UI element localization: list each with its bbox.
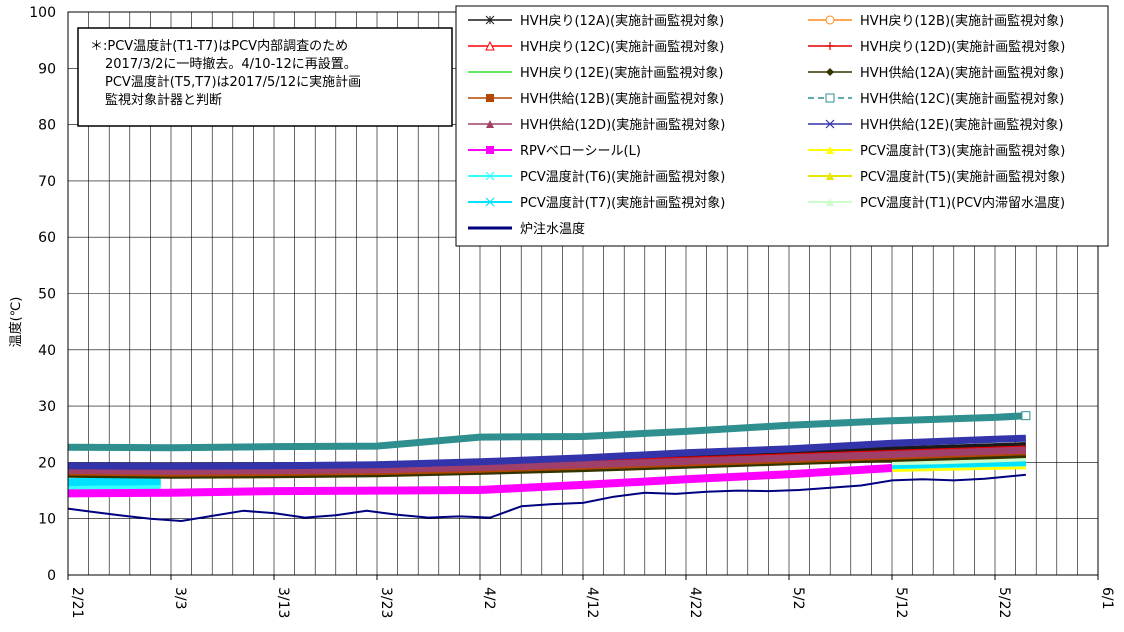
series-7 <box>67 411 1031 452</box>
legend-label: HVH供給(12D)(実施計画監視対象) <box>520 117 725 133</box>
legend-item: 炉注水温度 <box>468 221 585 237</box>
y-tick-label: 60 <box>38 230 56 246</box>
y-tick-label: 70 <box>38 174 56 190</box>
x-tick-label: 6/1 <box>1099 587 1115 610</box>
series-line <box>67 473 1026 522</box>
legend-label: HVH戻り(12E)(実施計画監視対象) <box>520 65 724 81</box>
legend-item: RPVベローシール(L) <box>468 144 641 159</box>
legend-frame <box>455 5 1109 247</box>
legend-label: 炉注水温度 <box>520 221 585 237</box>
legend-label: HVH供給(12B)(実施計画監視対象) <box>520 91 724 107</box>
legend-label: HVH戻り(12D)(実施計画監視対象) <box>860 39 1065 55</box>
legend-item: HVH供給(12A)(実施計画監視対象) <box>808 65 1064 81</box>
y-tick-label: 30 <box>38 399 56 415</box>
series-10 <box>67 464 893 498</box>
legend-swatch-marker <box>485 40 495 51</box>
legend-swatch-marker <box>826 42 834 50</box>
legend-swatch-marker <box>486 146 494 154</box>
legend-label: HVH戻り(12A)(実施計画監視対象) <box>520 13 724 29</box>
x-tick-label: 4/2 <box>481 587 497 610</box>
legend-item: HVH供給(12D)(実施計画監視対象) <box>468 117 725 133</box>
series-line <box>67 434 1027 470</box>
x-tick-label: 3/13 <box>275 587 291 618</box>
series-point <box>1021 411 1031 421</box>
y-tick-label: 40 <box>38 343 56 359</box>
annotation-line: 2017/3/2に一時撤去。4/10-12に再設置。 <box>105 56 357 72</box>
legend-item: HVH戻り(12A)(実施計画監視対象) <box>468 13 724 29</box>
legend-label: HVH戻り(12B)(実施計画監視対象) <box>860 13 1064 29</box>
legend-swatch-marker <box>826 68 834 76</box>
legend-swatch-marker <box>826 172 834 180</box>
series-16 <box>67 473 1026 522</box>
y-tick-label: 0 <box>47 568 56 584</box>
legend-swatch-marker <box>485 15 495 25</box>
legend-item: PCV温度計(T5)(実施計画監視対象) <box>808 169 1065 185</box>
series-layer <box>67 411 1031 522</box>
legend-label: HVH戻り(12C)(実施計画監視対象) <box>520 39 724 55</box>
x-tick-label: 5/2 <box>790 587 806 610</box>
legend-item: PCV温度計(T6)(実施計画監視対象) <box>468 169 725 185</box>
legend-swatch-marker <box>826 198 834 206</box>
x-tick-label: 3/3 <box>172 587 188 610</box>
legend-label: PCV温度計(T7)(実施計画監視対象) <box>520 195 725 211</box>
legend-item: HVH戻り(12B)(実施計画監視対象) <box>808 13 1064 29</box>
annotation-frame <box>77 27 453 127</box>
series-9 <box>67 434 1027 470</box>
annotation-line: ＊:PCV温度計(T1-T7)はPCV内部調査のため <box>90 38 348 54</box>
y-axis-label: 温度(℃) <box>8 297 24 348</box>
x-tick-label: 3/23 <box>378 587 394 618</box>
legend-swatch-marker <box>825 119 835 129</box>
y-tick-label: 80 <box>38 118 56 134</box>
series-line <box>67 464 893 498</box>
legend-swatch-marker <box>486 120 494 128</box>
y-tick-label: 100 <box>29 5 56 21</box>
legend-label: HVH供給(12E)(実施計画監視対象) <box>860 117 1064 133</box>
y-tick-label: 20 <box>38 455 56 471</box>
legend-swatch-marker <box>486 94 494 102</box>
legend-swatch-marker <box>825 15 835 25</box>
legend-swatch-marker <box>485 171 495 181</box>
legend-item: HVH戻り(12C)(実施計画監視対象) <box>468 39 724 55</box>
series-line <box>67 477 161 487</box>
annotation-line: PCV温度計(T5,T7)は2017/5/12に実施計画 <box>105 74 361 90</box>
annotation-line: 監視対象計器と判断 <box>105 92 222 108</box>
legend-item: HVH供給(12C)(実施計画監視対象) <box>808 91 1064 107</box>
x-tick-label: 5/12 <box>893 587 909 618</box>
x-tick-label: 4/12 <box>584 587 600 618</box>
x-tick-label: 5/22 <box>996 587 1012 618</box>
y-tick-label: 50 <box>38 287 56 303</box>
legend-label: PCV温度計(T1)(PCV内滞留水温度) <box>860 195 1065 211</box>
legend-item: HVH供給(12E)(実施計画監視対象) <box>808 117 1064 133</box>
annotation-box: ＊:PCV温度計(T1-T7)はPCV内部調査のため 2017/3/2に一時撤去。… <box>77 27 453 127</box>
legend-label: PCV温度計(T6)(実施計画監視対象) <box>520 169 725 185</box>
x-tick-label: 4/22 <box>687 587 703 618</box>
legend-swatch-marker <box>485 197 495 207</box>
legend-item: PCV温度計(T7)(実施計画監視対象) <box>468 195 725 211</box>
legend-item: PCV温度計(T1)(PCV内滞留水温度) <box>808 195 1065 211</box>
legend-item: PCV温度計(T3)(実施計画監視対象) <box>808 143 1065 159</box>
legend-label: HVH供給(12A)(実施計画監視対象) <box>860 65 1064 81</box>
y-tick-label: 10 <box>38 512 56 528</box>
legend-item: HVH供給(12B)(実施計画監視対象) <box>468 91 724 107</box>
legend-swatch-marker <box>825 93 835 103</box>
series-8 <box>67 446 1027 475</box>
series-line <box>67 412 1027 452</box>
legend-label: HVH供給(12C)(実施計画監視対象) <box>860 91 1064 107</box>
legend-swatch-marker <box>826 146 834 154</box>
legend-label: PCV温度計(T5)(実施計画監視対象) <box>860 169 1065 185</box>
legend-item: HVH戻り(12D)(実施計画監視対象) <box>808 39 1065 55</box>
legend: HVH戻り(12A)(実施計画監視対象) HVH戻り(12B)(実施計画監視対象)… <box>455 5 1109 247</box>
legend-label: PCV温度計(T3)(実施計画監視対象) <box>860 143 1065 159</box>
y-tick-label: 90 <box>38 61 56 77</box>
series-line <box>67 446 1027 475</box>
x-tick-label: 2/21 <box>69 587 85 618</box>
legend-item: HVH戻り(12E)(実施計画監視対象) <box>468 65 724 81</box>
legend-label: RPVベローシール(L) <box>520 144 641 159</box>
